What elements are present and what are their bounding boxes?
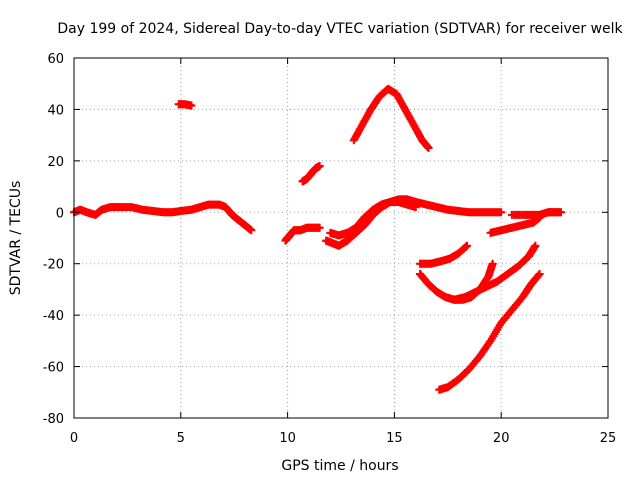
y-tick-label: -20 bbox=[43, 258, 64, 273]
series-arc-12 bbox=[486, 213, 544, 237]
data-markers bbox=[70, 84, 566, 394]
series-arc-13 bbox=[507, 208, 566, 219]
y-axis-label: SDTVAR / TECUs bbox=[8, 181, 24, 296]
data-point bbox=[411, 203, 420, 212]
x-tick-label: 20 bbox=[493, 431, 510, 446]
x-axis-label: GPS time / hours bbox=[281, 458, 398, 474]
series-arc-8 bbox=[416, 241, 472, 268]
series-arc-3 bbox=[281, 223, 324, 245]
x-axis-ticks: 0 5 10 15 20 25 bbox=[70, 58, 616, 446]
data-point bbox=[488, 259, 497, 268]
data-point bbox=[315, 162, 324, 170]
plot-area-border bbox=[73, 57, 609, 419]
y-axis-ticks: -80 -60 -40 -20 0 20 40 60 bbox=[43, 52, 608, 427]
x-tick-label: 25 bbox=[600, 431, 617, 446]
series-arc-6 bbox=[326, 198, 420, 240]
series-arc-2 bbox=[174, 100, 196, 110]
y-tick-label: 60 bbox=[47, 52, 64, 67]
y-tick-label: 20 bbox=[47, 155, 64, 170]
x-tick-label: 15 bbox=[386, 431, 403, 446]
data-point bbox=[424, 144, 433, 152]
y-tick-label: -60 bbox=[43, 361, 64, 376]
y-tick-label: 0 bbox=[56, 206, 64, 221]
series-arc-4 bbox=[298, 162, 324, 186]
series-arc-1 bbox=[70, 200, 256, 235]
data-point bbox=[187, 101, 196, 110]
x-tick-label: 0 bbox=[70, 431, 78, 446]
data-point bbox=[531, 241, 540, 250]
x-tick-label: 5 bbox=[177, 431, 185, 446]
data-point bbox=[497, 208, 506, 217]
chart-title: Day 199 of 2024, Sidereal Day-to-day VTE… bbox=[57, 21, 623, 37]
data-point bbox=[535, 270, 544, 278]
series-arc-11 bbox=[435, 270, 544, 394]
data-point bbox=[315, 223, 324, 232]
data-point bbox=[534, 271, 543, 280]
x-tick-label: 10 bbox=[279, 431, 296, 446]
series-arc-7 bbox=[349, 84, 433, 152]
series-arc-10 bbox=[450, 241, 540, 304]
data-point bbox=[557, 208, 566, 217]
y-tick-label: -40 bbox=[43, 309, 64, 324]
data-point bbox=[247, 226, 256, 235]
y-tick-label: -80 bbox=[43, 412, 64, 427]
y-tick-label: 40 bbox=[47, 103, 64, 118]
data-point bbox=[463, 241, 472, 250]
